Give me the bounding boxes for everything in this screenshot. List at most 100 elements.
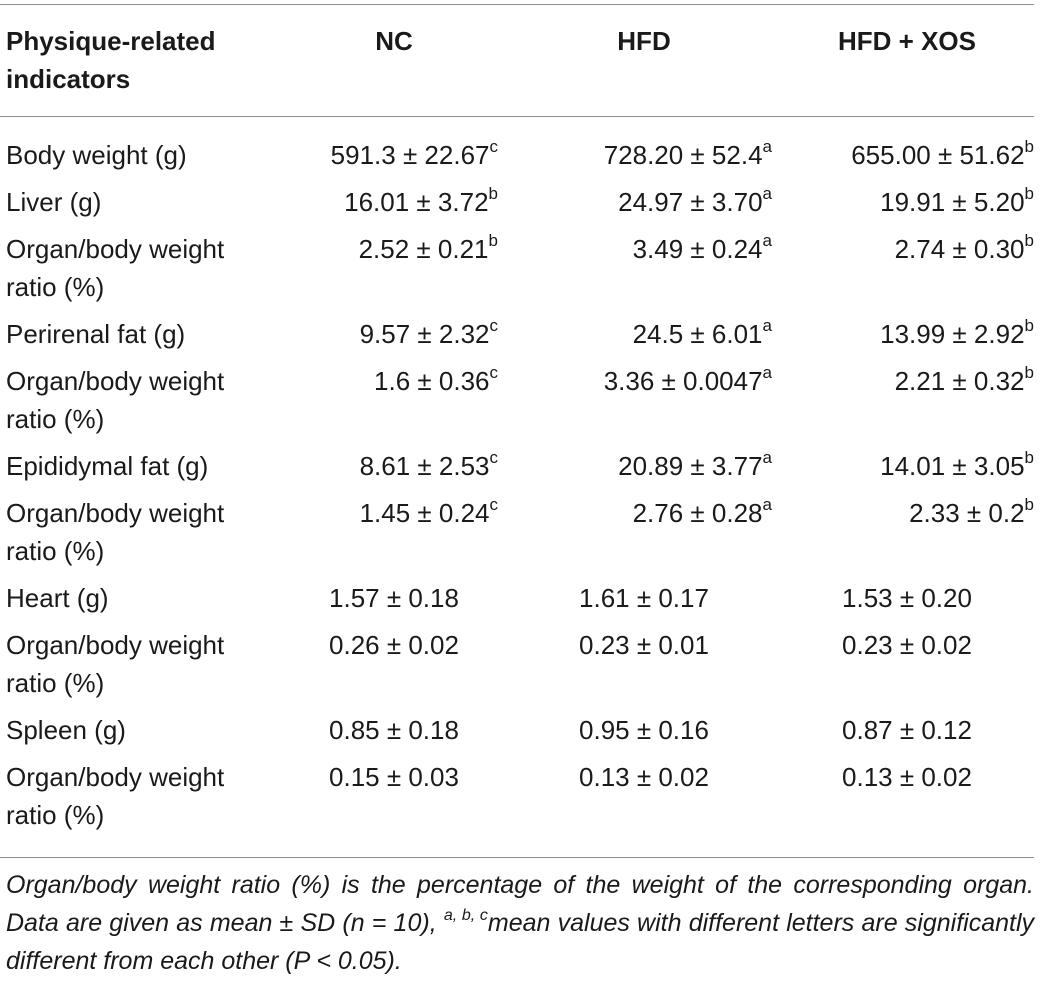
value-hfd: 0.13 ± 0.02 [508, 758, 780, 843]
value-hfd-xos: 2.33 ± 0.2b [780, 494, 1034, 579]
top-rule [0, 4, 1034, 5]
value-nc-significance: c [489, 137, 499, 157]
value-nc-significance: b [488, 184, 498, 204]
value-hfd-xos: 14.01 ± 3.05b [780, 447, 1034, 494]
value-hfd-significance: a [762, 137, 772, 157]
table-row: Epididymal fat (g) 8.61 ± 2.53c 20.89 ± 3.… [0, 447, 1034, 494]
value-hfd-xos-text: 2.21 ± 0.32 [894, 366, 1025, 396]
value-hfd-text: 0.13 ± 0.02 [579, 762, 709, 792]
value-hfd-xos: 0.13 ± 0.02 [780, 758, 1034, 843]
value-hfd-significance: a [762, 184, 772, 204]
footnote-text-2: mean values with different letters are s… [6, 909, 1035, 975]
table-row: Perirenal fat (g) 9.57 ± 2.32c 24.5 ± 6.01… [0, 315, 1034, 362]
value-nc: 0.26 ± 0.02 [280, 626, 508, 711]
value-nc: 0.15 ± 0.03 [280, 758, 508, 843]
value-nc-text: 0.85 ± 0.18 [329, 715, 459, 745]
value-hfd-significance: a [762, 363, 772, 383]
value-hfd-significance: a [762, 495, 772, 515]
value-hfd-text: 3.36 ± 0.0047 [603, 366, 763, 396]
value-hfd-xos-significance: b [1024, 495, 1034, 515]
data-table: Physique-related indicators NC HFD HFD +… [0, 0, 1034, 843]
column-header-nc: NC [375, 26, 413, 56]
value-nc-text: 9.57 ± 2.32 [359, 319, 490, 349]
value-hfd-text: 20.89 ± 3.77 [618, 451, 763, 481]
row-label: Heart (g) [6, 583, 109, 613]
value-nc: 1.57 ± 0.18 [280, 579, 508, 626]
value-nc: 2.52 ± 0.21b [280, 230, 508, 315]
value-nc: 1.45 ± 0.24c [280, 494, 508, 579]
header-row: Physique-related indicators NC HFD HFD +… [0, 0, 1034, 118]
row-label: Liver (g) [6, 187, 102, 217]
value-hfd-text: 728.20 ± 52.4 [603, 140, 763, 170]
value-hfd-xos: 2.21 ± 0.32b [780, 362, 1034, 447]
value-nc-significance: b [488, 231, 498, 251]
value-hfd-significance: a [762, 316, 772, 336]
column-header-hfd-xos: HFD + XOS [838, 26, 976, 56]
table-footnote: Organ/body weight ratio (%) is the perce… [6, 866, 1034, 980]
row-label: Organ/body weight ratio (%) [6, 366, 225, 434]
footnote-superscript: a, b, c [443, 906, 488, 924]
value-hfd-xos-text: 19.91 ± 5.20 [880, 187, 1025, 217]
row-label: Body weight (g) [6, 140, 187, 170]
value-hfd-xos-text: 2.33 ± 0.2 [909, 498, 1025, 528]
value-hfd-xos: 0.23 ± 0.02 [780, 626, 1034, 711]
value-hfd-text: 1.61 ± 0.17 [579, 583, 709, 613]
value-hfd-xos: 655.00 ± 51.62b [780, 118, 1034, 183]
row-label: Epididymal fat (g) [6, 451, 209, 481]
value-hfd-xos-text: 0.87 ± 0.12 [842, 715, 972, 745]
value-hfd: 3.36 ± 0.0047a [508, 362, 780, 447]
value-nc: 8.61 ± 2.53c [280, 447, 508, 494]
value-hfd-text: 0.23 ± 0.01 [579, 630, 709, 660]
value-nc-significance: c [489, 495, 499, 515]
value-hfd-xos-significance: b [1024, 363, 1034, 383]
value-hfd-xos-text: 655.00 ± 51.62 [851, 140, 1025, 170]
value-hfd-xos-text: 2.74 ± 0.30 [894, 234, 1025, 264]
value-hfd: 24.97 ± 3.70a [508, 183, 780, 230]
value-nc-text: 2.52 ± 0.21 [358, 234, 489, 264]
value-hfd: 24.5 ± 6.01a [508, 315, 780, 362]
value-hfd-xos-significance: b [1024, 316, 1034, 336]
value-hfd-xos-text: 1.53 ± 0.20 [842, 583, 972, 613]
row-label: Organ/body weight ratio (%) [6, 234, 225, 302]
value-nc-text: 1.6 ± 0.36 [374, 366, 490, 396]
value-nc: 16.01 ± 3.72b [280, 183, 508, 230]
footnote-text-1: Organ/body weight ratio (%) is the perce… [6, 871, 1034, 937]
value-hfd-xos-text: 14.01 ± 3.05 [880, 451, 1025, 481]
value-nc-text: 591.3 ± 22.67 [330, 140, 490, 170]
table-row: Organ/body weight ratio (%) 1.45 ± 0.24c 2… [0, 494, 1034, 579]
row-label: Perirenal fat (g) [6, 319, 186, 349]
value-hfd: 728.20 ± 52.4a [508, 118, 780, 183]
value-hfd-text: 0.95 ± 0.16 [579, 715, 709, 745]
value-nc-text: 16.01 ± 3.72 [344, 187, 489, 217]
table-body: Body weight (g) 591.3 ± 22.67c 728.20 ± 52… [0, 118, 1034, 843]
table-row: Body weight (g) 591.3 ± 22.67c 728.20 ± 52… [0, 118, 1034, 183]
value-hfd-xos-significance: b [1024, 231, 1034, 251]
value-hfd: 2.76 ± 0.28a [508, 494, 780, 579]
value-nc-text: 1.57 ± 0.18 [329, 583, 459, 613]
value-nc: 591.3 ± 22.67c [280, 118, 508, 183]
bottom-rule [0, 857, 1034, 858]
table-row: Organ/body weight ratio (%) 0.15 ± 0.03 0.… [0, 758, 1034, 843]
value-hfd-xos-text: 0.13 ± 0.02 [842, 762, 972, 792]
value-nc-text: 1.45 ± 0.24 [359, 498, 490, 528]
value-hfd-xos-text: 13.99 ± 2.92 [880, 319, 1025, 349]
value-nc-text: 0.26 ± 0.02 [329, 630, 459, 660]
value-nc: 9.57 ± 2.32c [280, 315, 508, 362]
value-nc: 1.6 ± 0.36c [280, 362, 508, 447]
column-header-hfd: HFD [617, 26, 671, 56]
value-hfd-xos-significance: b [1024, 137, 1034, 157]
row-label: Organ/body weight ratio (%) [6, 498, 225, 566]
value-hfd-text: 24.5 ± 6.01 [632, 319, 763, 349]
value-hfd: 0.95 ± 0.16 [508, 711, 780, 758]
value-nc: 0.85 ± 0.18 [280, 711, 508, 758]
row-label: Organ/body weight ratio (%) [6, 762, 225, 830]
row-label: Spleen (g) [6, 715, 126, 745]
value-hfd-significance: a [762, 448, 772, 468]
value-nc-significance: c [489, 448, 499, 468]
table-row: Spleen (g) 0.85 ± 0.18 0.95 ± 0.16 0.87 ± 0… [0, 711, 1034, 758]
value-nc-significance: c [489, 316, 499, 336]
value-hfd-xos-significance: b [1024, 448, 1034, 468]
value-hfd: 20.89 ± 3.77a [508, 447, 780, 494]
value-hfd-xos: 2.74 ± 0.30b [780, 230, 1034, 315]
